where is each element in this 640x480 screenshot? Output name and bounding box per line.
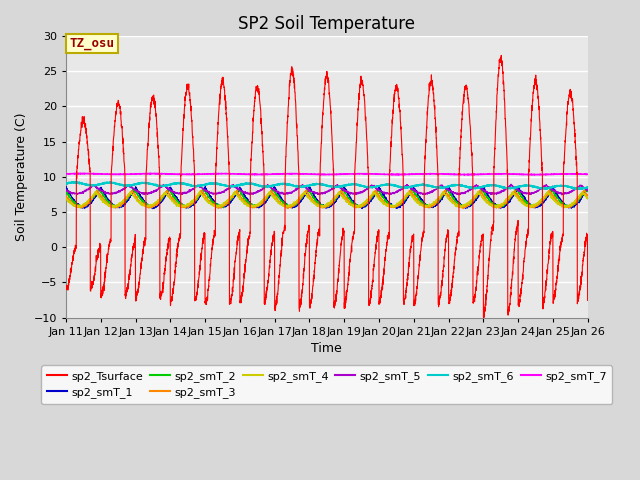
- Title: SP2 Soil Temperature: SP2 Soil Temperature: [238, 15, 415, 33]
- X-axis label: Time: Time: [312, 342, 342, 355]
- Y-axis label: Soil Temperature (C): Soil Temperature (C): [15, 112, 28, 241]
- Legend: sp2_Tsurface, sp2_smT_1, sp2_smT_2, sp2_smT_3, sp2_smT_4, sp2_smT_5, sp2_smT_6, : sp2_Tsurface, sp2_smT_1, sp2_smT_2, sp2_…: [42, 365, 612, 404]
- Text: TZ_osu: TZ_osu: [69, 37, 115, 50]
